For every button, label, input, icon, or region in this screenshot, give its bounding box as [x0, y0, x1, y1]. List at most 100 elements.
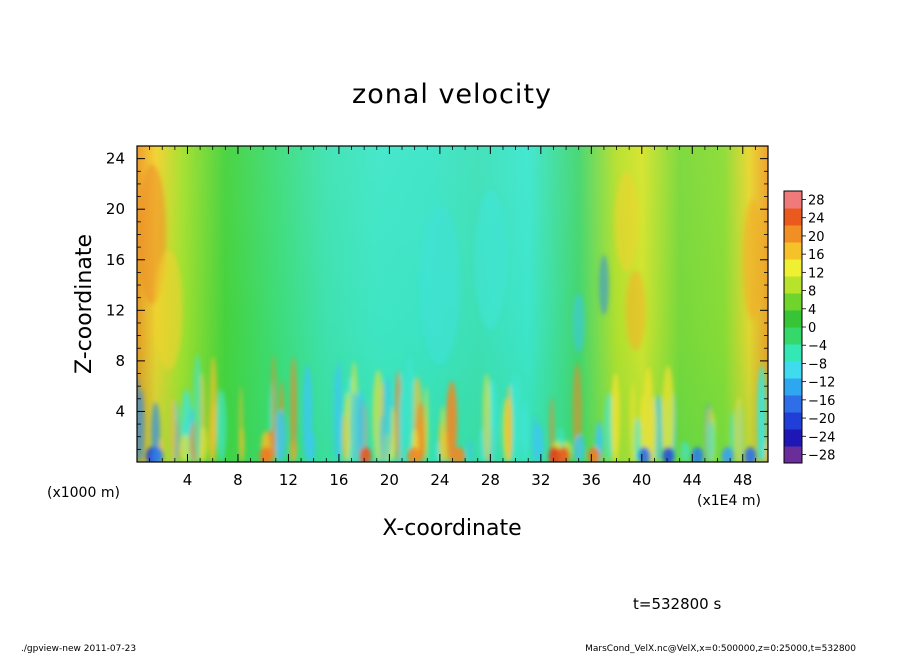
heat-blob [557, 447, 570, 462]
colorbar-segment [784, 395, 802, 413]
colorbar-segment [784, 344, 802, 362]
heat-streak [639, 393, 647, 462]
footer-left: ./gpview-new 2011-07-23 [21, 644, 136, 654]
heat-streak [307, 430, 316, 462]
x-unit-right: (x1E4 m) [697, 493, 761, 509]
colorbar-label: 8 [808, 285, 816, 300]
heat-streak [290, 356, 297, 462]
heat-blob [259, 447, 272, 462]
colorbar-label: −24 [808, 430, 835, 445]
colorbar-label: −4 [808, 339, 827, 354]
heat-blob [691, 447, 704, 462]
heat-streak [482, 373, 491, 462]
heat-streak [192, 354, 203, 462]
colorbar-segment [784, 361, 802, 379]
heat-streak [405, 355, 415, 462]
colorbar-label: 20 [808, 230, 825, 245]
colorbar-segment [784, 208, 802, 226]
heat-streak [549, 397, 555, 462]
heat-streak [466, 440, 474, 462]
heat-patch [474, 189, 507, 330]
y-tick-label: 24 [106, 150, 125, 168]
heatmap-plot-area [137, 146, 768, 462]
heat-streak [356, 390, 366, 462]
colorbar-label: 12 [808, 266, 825, 281]
heat-streak [534, 424, 544, 462]
heat-patch [598, 255, 609, 316]
x-axis-ticks: 4 8 12 16 20 24 28 32 36 40 44 48 [149, 146, 756, 489]
heat-streak [208, 406, 214, 462]
colorbar-label: −20 [808, 412, 835, 427]
x-tick-label: 12 [279, 471, 298, 489]
colorbar-segment [784, 412, 802, 430]
heat-blob [452, 447, 465, 462]
colorbar-label: 0 [808, 321, 816, 336]
chart-title: zonal velocity [352, 79, 552, 110]
y-tick-label: 8 [115, 352, 125, 370]
heat-streak [513, 373, 522, 462]
colorbar-label: −8 [808, 357, 827, 372]
heat-streak [446, 392, 455, 462]
heat-streak [333, 367, 340, 462]
heat-streak [707, 419, 716, 462]
colorbar-segment [784, 327, 802, 345]
y-tick-label: 12 [106, 301, 125, 319]
x-tick-label: 20 [380, 471, 399, 489]
heat-patch [625, 270, 646, 351]
heat-streak [216, 389, 227, 462]
heat-patch [572, 292, 585, 353]
heat-streak [169, 397, 176, 462]
colorbar-label: 28 [808, 194, 825, 209]
colorbar-label: 24 [808, 212, 825, 227]
y-tick-label: 16 [106, 251, 125, 269]
heat-streak [765, 439, 768, 462]
footer-right: MarsCond_VelX.nc@VelX,x=0:500000,z=0:250… [585, 644, 856, 654]
heat-patch [614, 171, 639, 272]
heat-streak [438, 420, 445, 462]
heat-streak [574, 434, 585, 462]
x-tick-label: 44 [683, 471, 702, 489]
heat-patch [742, 199, 763, 320]
x-tick-label: 16 [329, 471, 348, 489]
colorbar-segment [784, 225, 802, 243]
colorbar-segment [784, 276, 802, 294]
heat-streak [505, 396, 513, 462]
x-tick-label: 4 [183, 471, 193, 489]
colorbar-label: −12 [808, 376, 835, 391]
y-tick-label: 4 [115, 402, 125, 420]
colorbar-label: 16 [808, 248, 825, 263]
colorbar-label: −16 [808, 394, 835, 409]
heat-blob [151, 447, 164, 462]
heat-streak [757, 428, 767, 462]
colorbar-segment [784, 446, 802, 464]
x-unit-left: (x1000 m) [47, 485, 120, 501]
heat-streak [239, 426, 245, 462]
heatmap-features [137, 164, 768, 462]
heat-streak [680, 441, 690, 462]
y-tick-label: 20 [106, 200, 125, 218]
x-tick-label: 48 [733, 471, 752, 489]
heat-blob [548, 447, 561, 462]
colorbar-label: 4 [808, 303, 816, 318]
x-tick-label: 32 [531, 471, 550, 489]
heat-streak [735, 396, 743, 462]
heat-streak [424, 386, 429, 462]
colorbar-segment [784, 429, 802, 447]
heat-streak [611, 372, 620, 462]
heat-blob [407, 447, 420, 462]
heat-streak [180, 434, 192, 462]
x-tick-label: 28 [481, 471, 500, 489]
x-axis-label: X-coordinate [382, 516, 521, 541]
colorbar-segment [784, 259, 802, 277]
heat-streak [381, 376, 393, 462]
x-tick-label: 8 [233, 471, 243, 489]
heat-streak [274, 409, 287, 462]
heat-streak [398, 389, 404, 462]
heat-streak [629, 382, 636, 462]
heat-blob [744, 447, 757, 462]
heat-blob [662, 447, 675, 462]
time-label: t=532800 s [633, 595, 721, 613]
x-tick-label: 24 [430, 471, 449, 489]
heat-streak [662, 365, 675, 462]
